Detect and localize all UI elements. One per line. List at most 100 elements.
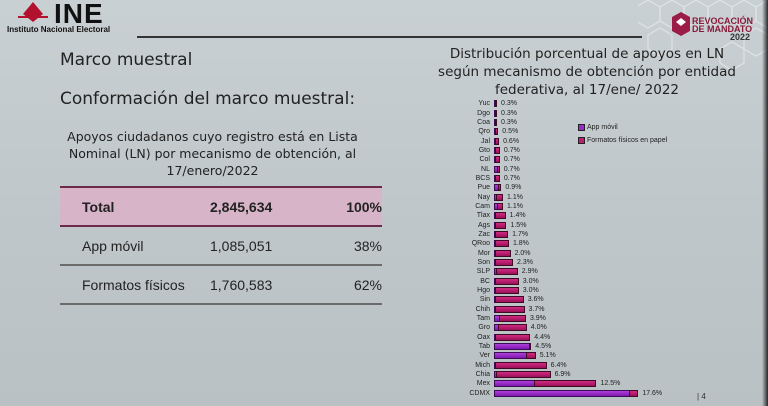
chart-bar-row: Hgo 3.0% (466, 286, 756, 295)
bar-value-label: 0.5% (502, 128, 519, 136)
bar-value-label: 1.1% (507, 193, 523, 201)
bar-category-label: Jal (481, 137, 490, 145)
ine-diamond-icon (18, 2, 48, 22)
stacked-bar (494, 315, 526, 323)
bar-segment-app-movil (494, 361, 495, 369)
bar-value-label: 4.4% (534, 333, 551, 341)
chart-bar-row: Gto 0.7% (466, 146, 756, 155)
bar-value-label: 0.6% (503, 137, 520, 145)
chart-bar-row: Ags 1.5% (466, 220, 756, 229)
row-label: Total (82, 198, 115, 215)
bar-segment-formatos-fisicos (529, 343, 532, 351)
legend-label: App móvil (587, 124, 618, 131)
bar-segment-app-movil (494, 137, 495, 145)
table-row-fisicos: Formatos físicos 1,760,583 62% (60, 266, 382, 305)
row-label: App móvil (82, 237, 144, 254)
bar-value-label: 3.6% (527, 296, 544, 304)
bar-segment-app-movil (494, 221, 495, 229)
stacked-bar (494, 184, 502, 192)
row-pct: 62% (353, 276, 382, 293)
bar-segment-formatos-fisicos (498, 315, 526, 323)
bar-category-label: Nay (477, 193, 490, 201)
bar-value-label: 3.7% (528, 305, 545, 313)
chart-bar-row: Tab 4.5% (466, 342, 756, 351)
bar-category-label: Coa (477, 118, 490, 126)
chart-bar-row: Dgo 0.3% (466, 108, 756, 117)
screen-edge (762, 0, 768, 406)
stacked-bar (494, 221, 507, 229)
bar-segment-app-movil (494, 305, 495, 313)
bar-value-label: 12.5% (600, 380, 621, 388)
bar-value-label: 1.7% (512, 230, 529, 238)
bar-segment-formatos-fisicos (495, 212, 506, 220)
bar-segment-formatos-fisicos (497, 202, 503, 210)
bar-segment-formatos-fisicos (498, 324, 527, 332)
page-number: | 4 (697, 392, 706, 401)
stacked-bar (494, 156, 500, 164)
bar-category-label: QRoo (471, 240, 490, 248)
chart-bar-row: Tlax 1.4% (466, 211, 756, 220)
stacked-bar (494, 240, 509, 248)
legend-item-app: App móvil (578, 124, 667, 131)
bar-category-label: Chia (475, 371, 490, 379)
stacked-bar (494, 259, 514, 267)
chart-bar-row: BCS 0.7% (466, 174, 756, 183)
bar-category-label: Ver (479, 352, 490, 360)
ine-wordmark: INE (54, 0, 104, 29)
bar-segment-formatos-fisicos (495, 146, 500, 154)
chart-bar-row: Nay 1.1% (466, 192, 756, 201)
bar-value-label: 0.3% (501, 109, 518, 117)
revocacion-logo: REVOCACIÓN DE MANDATO 2022 (672, 12, 768, 44)
stacked-bar (494, 193, 503, 201)
table-row-total: Total 2,845,634 100% (60, 186, 382, 227)
bar-value-label: 6.4% (550, 361, 567, 369)
bar-segment-formatos-fisicos (534, 380, 597, 388)
bar-category-label: Tam (476, 315, 490, 323)
bar-category-label: BC (480, 277, 490, 285)
bar-segment-app-movil (494, 184, 499, 192)
bar-segment-app-movil (494, 202, 498, 210)
bar-segment-app-movil (494, 156, 495, 164)
bar-category-label: Col (479, 156, 490, 164)
revocacion-line1: REVOCACIÓN (692, 16, 754, 26)
chart-bar-row: Son 2.3% (466, 258, 756, 267)
bar-value-label: 0.7% (503, 165, 520, 173)
bar-segment-formatos-fisicos (629, 389, 639, 397)
chart-bar-row: Mex 12.5% (466, 379, 756, 388)
legend-item-fisicos: Formatos físicos en papel (578, 137, 667, 144)
bar-segment-formatos-fisicos (498, 184, 502, 192)
chart-bar-row: Sin 3.6% (466, 295, 756, 304)
bar-segment-formatos-fisicos (495, 259, 514, 267)
bar-segment-app-movil (494, 146, 495, 154)
bar-segment-formatos-fisicos (495, 193, 503, 201)
summary-table: Total 2,845,634 100% App móvil 1,085,051… (60, 186, 382, 305)
revocacion-year: 2022 (730, 32, 751, 42)
stacked-bar (494, 268, 518, 276)
bar-segment-formatos-fisicos (495, 221, 507, 229)
bar-category-label: Mex (476, 380, 490, 388)
bar-value-label: 0.9% (505, 184, 522, 192)
bar-segment-app-movil (494, 100, 495, 108)
bar-value-label: 1.1% (507, 202, 523, 210)
bar-category-label: SLP (476, 268, 490, 276)
bar-value-label: 0.7% (503, 174, 520, 182)
bar-segment-app-movil (494, 268, 496, 276)
stacked-bar (494, 249, 511, 257)
chart-bar-row: Qro 0.5% (466, 127, 756, 136)
bar-value-label: 1.4% (509, 212, 526, 220)
bar-value-label: 0.7% (503, 146, 520, 154)
bar-segment-formatos-fisicos (495, 305, 525, 313)
chart-bar-row: Chia 6.9% (466, 370, 756, 379)
hex-pattern-decoration (638, 0, 768, 70)
bar-value-label: 0.7% (503, 156, 520, 164)
bar-segment-formatos-fisicos (495, 109, 498, 117)
legend-label: Formatos físicos en papel (587, 137, 668, 144)
bar-category-label: NL (481, 165, 490, 173)
chart-bar-row: Cam 1.1% (466, 202, 756, 211)
bar-category-label: Dgo (477, 109, 490, 117)
bar-segment-app-movil (494, 277, 495, 285)
chart-bar-row: Mor 2.0% (466, 249, 756, 258)
bar-segment-app-movil (494, 389, 630, 397)
bar-segment-app-movil (494, 296, 495, 304)
bar-segment-app-movil (494, 128, 495, 136)
